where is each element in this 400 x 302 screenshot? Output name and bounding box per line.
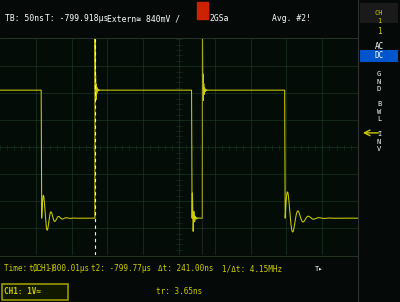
Text: Time: (CH1): Time: (CH1)	[4, 264, 54, 273]
Text: N: N	[377, 79, 381, 85]
Text: 2GSa: 2GSa	[210, 14, 229, 23]
Text: B: B	[377, 101, 381, 107]
Text: T: -799.918μs: T: -799.918μs	[45, 14, 108, 23]
Text: CH: CH	[375, 10, 383, 16]
Text: G: G	[377, 71, 381, 77]
FancyBboxPatch shape	[2, 284, 68, 300]
Text: tr: 3.65ns: tr: 3.65ns	[156, 287, 202, 296]
Text: CH1: 1V≈: CH1: 1V≈	[4, 287, 41, 296]
Text: Δt: 241.00ns: Δt: 241.00ns	[158, 264, 213, 273]
Text: V: V	[377, 146, 381, 153]
Text: t1: -800.01μs: t1: -800.01μs	[29, 264, 89, 273]
Text: T▸: T▸	[315, 266, 324, 272]
Text: DC: DC	[374, 51, 384, 60]
Text: 1/Δt: 4.15MHz: 1/Δt: 4.15MHz	[222, 264, 282, 273]
Text: I: I	[377, 131, 381, 137]
Text: TB: 50ns: TB: 50ns	[5, 14, 44, 23]
Text: 1: 1	[377, 27, 381, 36]
Bar	[360, 50, 398, 62]
Bar	[360, 3, 398, 23]
Text: AC: AC	[374, 42, 384, 51]
Text: t2: -799.77μs: t2: -799.77μs	[91, 264, 152, 273]
Text: Avg. #2!: Avg. #2!	[272, 14, 311, 23]
Bar	[197, 2, 208, 19]
Text: 1: 1	[377, 18, 381, 24]
Text: N: N	[377, 139, 381, 145]
Text: W: W	[377, 109, 381, 115]
Text: Extern≅ 840mV /: Extern≅ 840mV /	[107, 14, 180, 23]
Text: L: L	[377, 116, 381, 122]
Text: D: D	[377, 86, 381, 92]
